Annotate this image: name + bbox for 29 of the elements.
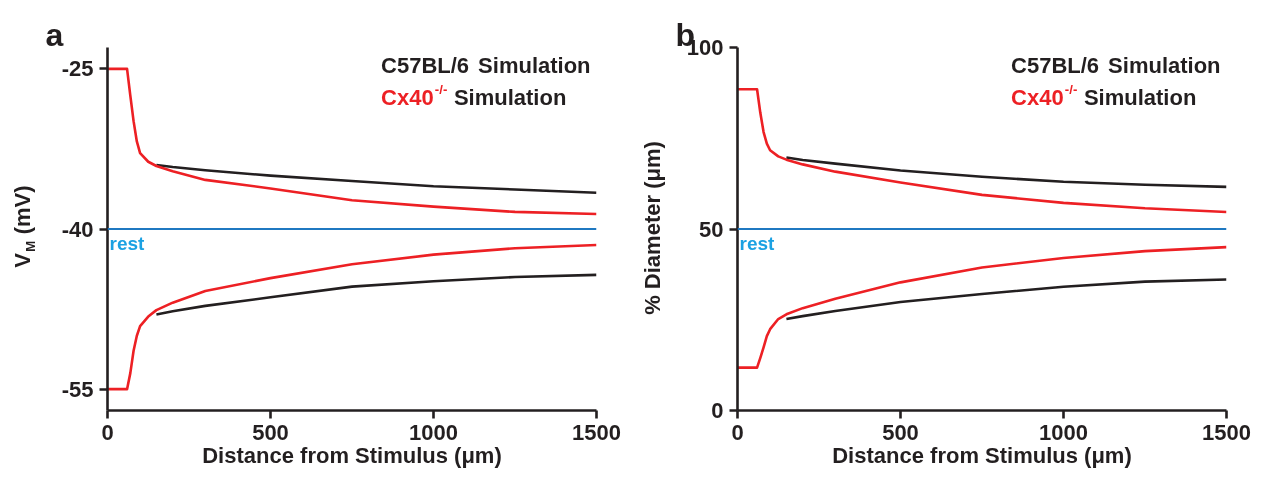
x-tick-label: 1500 [572,419,621,445]
line-series [737,87,1227,214]
line-series [785,156,1227,189]
text: Cx40-/- Simulation [1011,82,1197,110]
y-tick-label: -55 [61,376,94,402]
x-axis-title: Distance from Stimulus (μm) [202,442,502,468]
x-tick-label: 1000 [1039,419,1088,445]
x-tick-label: 0 [731,419,744,445]
y-axis-title: VM (mV) [10,185,38,268]
y-tick-label: -25 [61,56,94,82]
line-series [155,163,597,194]
ref-line-label: rest [109,232,146,254]
line-series [155,273,597,316]
x-tick-label: 0 [101,419,114,445]
y-tick-label: 0 [711,398,724,423]
line-series [785,278,1227,321]
text: C57BL/6 Simulation [1011,53,1221,78]
y-tick-label: -40 [61,216,94,242]
x-tick-label: 500 [882,419,919,445]
y-tick-label: 50 [699,216,724,242]
x-tick-label: 1500 [1202,419,1251,445]
text: Cx40-/- Simulation [381,82,567,110]
text: C57BL/6 Simulation [381,53,591,78]
x-tick-label: 500 [252,419,289,445]
y-axis-title: % Diameter (μm) [640,141,665,315]
x-axis-title: Distance from Stimulus (μm) [832,442,1132,468]
ref-line-label: rest [739,232,776,254]
x-tick-label: 1000 [409,419,458,445]
chart-title: a [45,16,64,53]
